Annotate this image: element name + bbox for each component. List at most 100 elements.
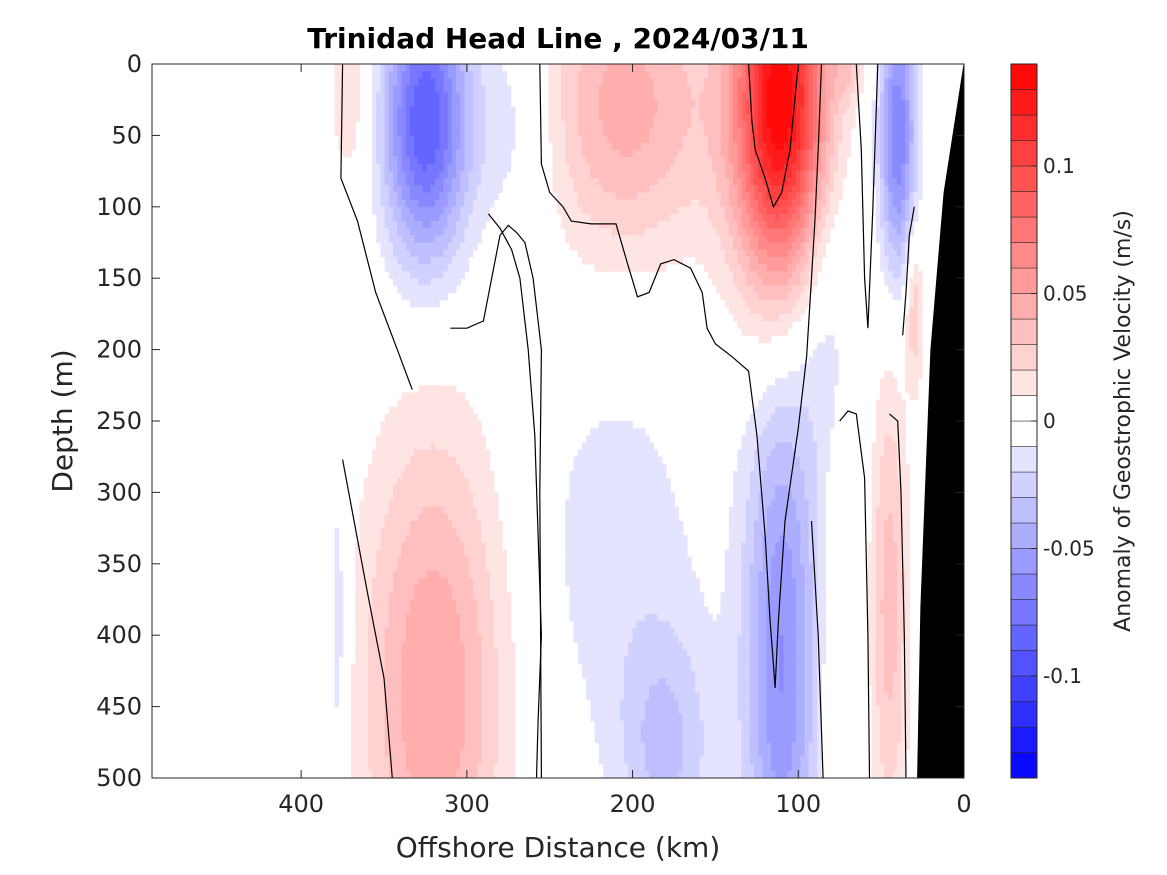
field-cell xyxy=(477,156,482,165)
field-cell xyxy=(640,135,646,144)
field-cell xyxy=(821,428,827,436)
field-cell xyxy=(749,221,755,229)
field-cell xyxy=(754,206,759,215)
field-cell xyxy=(376,492,382,501)
field-cell xyxy=(875,171,881,179)
field-cell xyxy=(754,249,759,258)
field-cell xyxy=(770,106,776,115)
field-cell xyxy=(825,71,831,79)
field-cell xyxy=(477,520,482,529)
field-cell xyxy=(728,128,734,136)
field-cell xyxy=(758,113,764,122)
field-cell xyxy=(770,85,776,94)
field-cell xyxy=(749,171,755,179)
field-cell xyxy=(653,520,659,529)
field-cell xyxy=(481,156,487,165)
field-cell xyxy=(829,349,835,358)
field-cell xyxy=(619,221,625,229)
field-cell xyxy=(745,228,751,236)
field-cell xyxy=(611,428,617,436)
field-cell xyxy=(623,178,629,186)
field-cell xyxy=(636,113,642,122)
field-cell xyxy=(779,121,785,129)
field-cell xyxy=(384,113,390,122)
field-cell xyxy=(628,428,633,436)
field-cell xyxy=(884,135,890,144)
field-cell xyxy=(686,64,692,72)
field-cell xyxy=(766,406,772,415)
field-cell xyxy=(594,492,600,501)
field-cell xyxy=(393,456,398,465)
field-cell xyxy=(443,78,449,87)
field-cell xyxy=(791,221,797,229)
field-cell xyxy=(812,249,818,258)
field-cell xyxy=(917,64,923,72)
field-cell xyxy=(359,499,365,508)
field-cell xyxy=(691,128,696,136)
field-cell xyxy=(489,163,495,172)
field-cell xyxy=(636,428,642,436)
field-cell xyxy=(720,178,726,186)
field-cell xyxy=(707,121,713,129)
field-cell xyxy=(447,271,453,279)
field-cell xyxy=(913,156,919,165)
field-cell xyxy=(644,92,650,101)
field-cell xyxy=(720,278,726,286)
field-cell xyxy=(422,149,428,158)
field-cell xyxy=(460,456,466,465)
field-cell xyxy=(787,413,793,422)
field-cell xyxy=(884,149,890,158)
field-cell xyxy=(510,135,516,144)
field-cell xyxy=(397,256,403,265)
field-cell xyxy=(762,299,768,308)
field-cell xyxy=(397,228,403,236)
field-cell xyxy=(632,199,638,208)
field-cell xyxy=(414,221,419,229)
field-cell xyxy=(783,64,789,72)
field-cell xyxy=(644,206,650,215)
field-cell xyxy=(418,478,424,486)
field-cell xyxy=(791,199,797,208)
field-cell xyxy=(779,149,785,158)
field-cell xyxy=(418,121,424,129)
field-cell xyxy=(346,135,352,144)
field-cell xyxy=(724,113,730,122)
field-cell xyxy=(577,121,583,129)
field-cell xyxy=(456,499,461,508)
field-cell xyxy=(775,428,780,436)
field-cell xyxy=(661,92,667,101)
field-cell xyxy=(909,64,915,72)
field-cell xyxy=(426,142,432,151)
field-cell xyxy=(800,299,806,308)
field-cell xyxy=(372,85,377,94)
field-cell xyxy=(405,435,411,444)
field-cell xyxy=(678,71,684,79)
field-cell xyxy=(812,106,818,115)
field-cell xyxy=(791,213,797,222)
field-cell xyxy=(909,328,915,336)
field-cell xyxy=(901,128,906,136)
field-cell xyxy=(611,478,617,486)
field-cell xyxy=(405,99,411,108)
field-cell xyxy=(905,499,911,508)
field-cell xyxy=(636,242,642,251)
field-cell xyxy=(481,99,487,108)
field-cell xyxy=(804,513,810,522)
field-cell xyxy=(460,485,466,493)
field-cell xyxy=(393,171,398,179)
field-cell xyxy=(464,78,470,87)
field-cell xyxy=(741,206,747,215)
field-cell xyxy=(762,492,768,501)
field-cell xyxy=(728,106,734,115)
field-cell xyxy=(430,406,436,415)
field-cell xyxy=(611,435,617,444)
field-cell xyxy=(481,185,487,194)
field-cell xyxy=(439,121,445,129)
field-cell xyxy=(590,178,596,186)
field-cell xyxy=(439,456,445,465)
field-cell xyxy=(703,263,709,272)
field-cell xyxy=(611,256,617,265)
field-cell xyxy=(380,92,386,101)
field-cell xyxy=(695,128,701,136)
field-cell xyxy=(783,499,789,508)
